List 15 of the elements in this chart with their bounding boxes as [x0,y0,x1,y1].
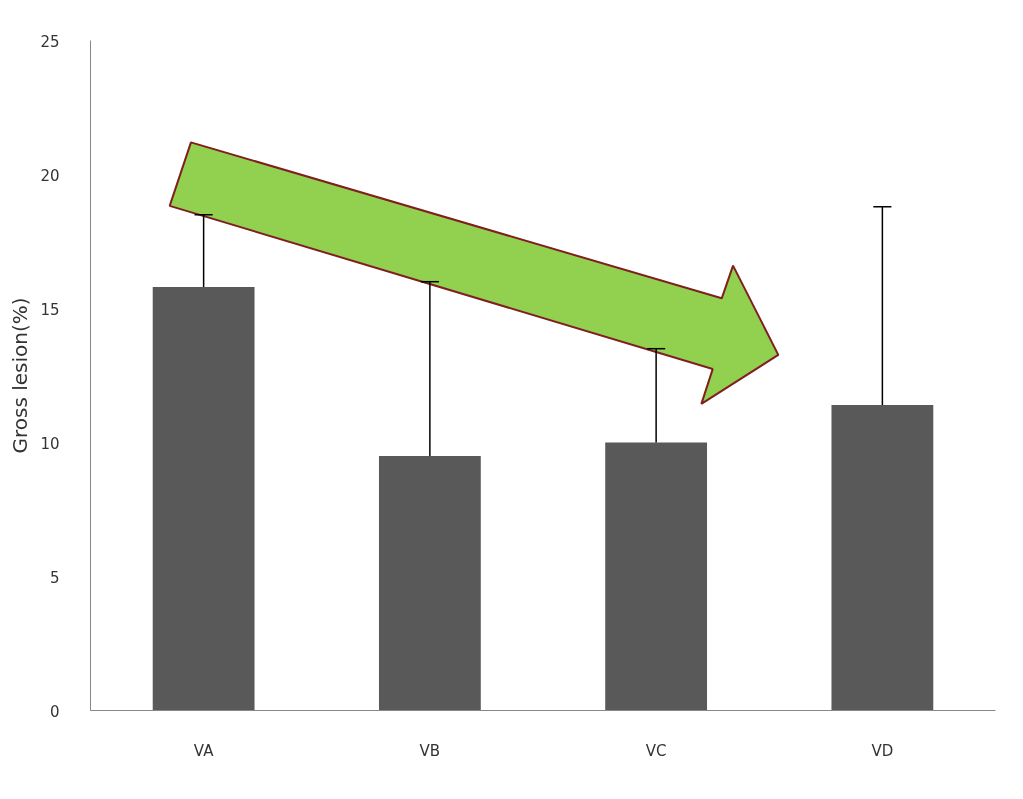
x-tick-label: VB [419,741,441,760]
y-tick-label: 0 [49,702,60,721]
x-tick-label: VA [193,741,215,760]
y-axis-title: Gross lesion(%) [8,297,33,454]
y-tick-label: 20 [40,166,60,185]
bar [378,455,481,711]
y-tick-label: 15 [40,300,60,319]
y-tick-label: 5 [49,568,60,587]
bar [605,442,708,711]
y-tick-label: 10 [40,434,60,453]
x-tick-label: VC [645,741,667,760]
bar [152,287,255,711]
bar [831,404,934,711]
x-tick-label: VD [871,741,894,760]
y-tick-label: 25 [40,32,60,51]
